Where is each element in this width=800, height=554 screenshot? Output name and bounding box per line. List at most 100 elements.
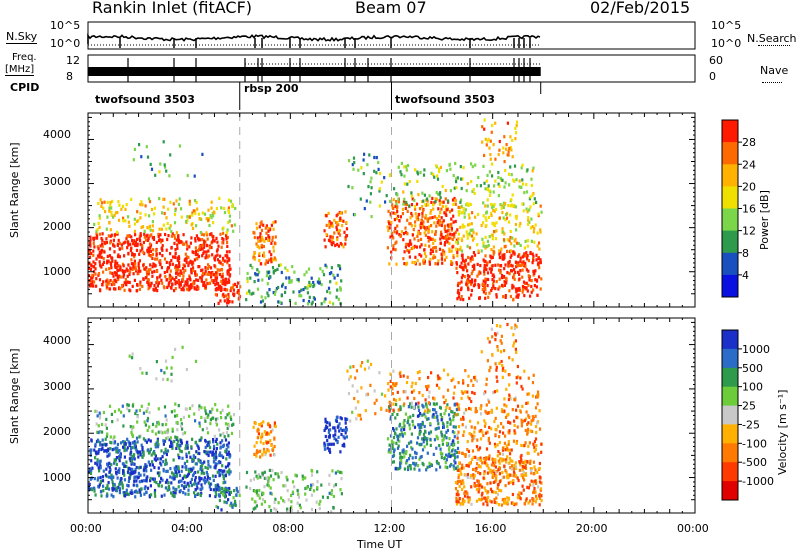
power-echo-cell: [409, 216, 412, 220]
velocity-echo-cell: [512, 439, 516, 443]
power-echo-cell: [100, 236, 103, 241]
velocity-echo-cell: [527, 486, 530, 490]
velocity-echo-cell: [111, 448, 114, 452]
power-echo-cell: [131, 267, 134, 271]
velocity-echo-cell: [445, 430, 448, 434]
velocity-echo-cell: [137, 475, 140, 479]
velocity-echo-cell: [272, 478, 275, 482]
power-echo-cell: [252, 291, 255, 295]
velocity-echo-cell: [450, 378, 453, 383]
power-echo-cell: [223, 206, 226, 210]
power-echo-cell: [340, 211, 343, 215]
velocity-echo-cell: [191, 459, 194, 463]
velocity-echo-cell: [508, 373, 511, 377]
power-echo-cell: [127, 263, 130, 267]
power-echo-cell: [106, 278, 109, 282]
power-echo-cell: [320, 283, 323, 287]
velocity-echo-cell: [269, 508, 273, 513]
power-echo-cell: [344, 242, 347, 246]
velocity-echo-cell: [219, 441, 222, 445]
velocity-echo-cell: [406, 467, 410, 472]
power-echo-cell: [184, 281, 187, 285]
velocity-echo-cell: [296, 501, 299, 505]
power-echo-cell: [152, 248, 155, 252]
power-echo-cell: [531, 252, 534, 256]
velocity-echo-cell: [139, 473, 142, 477]
velocity-echo-cell: [101, 479, 105, 483]
power-echo-cell: [191, 266, 195, 270]
velocity-echo-cell: [122, 490, 125, 495]
velocity-echo-cell: [391, 454, 394, 458]
velocity-echo-cell: [523, 418, 526, 423]
velocity-echo-cell: [418, 430, 421, 434]
velocity-echo-cell: [222, 444, 225, 449]
power-echo-cell: [450, 217, 453, 221]
velocity-echo-cell: [400, 458, 403, 462]
velocity-echo-cell: [197, 447, 200, 451]
power-echo-cell: [530, 279, 533, 283]
velocity-echo-cell: [401, 426, 404, 430]
power-echo-cell: [507, 261, 510, 265]
power-echo-cell: [151, 252, 154, 256]
velocity-echo-cell: [446, 424, 449, 428]
velocity-echo-cell: [488, 499, 492, 503]
velocity-echo-cell: [310, 507, 314, 511]
power-echo-cell: [492, 208, 495, 213]
velocity-echo-cell: [151, 460, 154, 464]
velocity-echo-cell: [526, 422, 529, 427]
power-echo-cell: [486, 261, 489, 265]
velocity-echo-cell: [521, 460, 524, 465]
velocity-echo-cell: [439, 465, 442, 469]
power-echo-cell: [214, 271, 217, 275]
velocity-echo-cell: [145, 440, 148, 444]
power-echo-cell: [455, 180, 458, 184]
velocity-echo-cell: [224, 474, 227, 478]
velocity-echo-cell: [197, 451, 200, 455]
velocity-echo-cell: [351, 384, 354, 388]
velocity-echo-cell: [203, 417, 206, 421]
power-echo-cell: [205, 217, 208, 221]
velocity-echo-cell: [140, 487, 143, 491]
power-echo-cell: [109, 200, 112, 205]
power-echo-cell: [422, 225, 425, 229]
velocity-echo-cell: [472, 473, 475, 477]
power-echo-cell: [465, 202, 469, 206]
power-echo-cell: [490, 202, 493, 207]
velocity-echo-cell: [485, 403, 488, 407]
power-echo-cell: [491, 277, 494, 282]
velocity-echo-cell: [495, 501, 498, 505]
velocity-echo-cell: [443, 457, 446, 461]
power-echo-cell: [310, 276, 313, 280]
power-echo-cell: [369, 200, 372, 204]
power-echo-cell: [308, 295, 311, 299]
power-echo-cell: [232, 288, 235, 292]
velocity-echo-cell: [153, 491, 156, 495]
velocity-echo-cell: [146, 419, 149, 423]
power-echo-cell: [203, 233, 206, 237]
velocity-echo-cell: [268, 476, 271, 480]
power-echo-cell: [334, 243, 337, 248]
power-echo-cell: [327, 211, 330, 215]
velocity-echo-cell: [127, 484, 130, 488]
power-echo-cell: [532, 166, 535, 170]
velocity-echo-cell: [452, 467, 456, 471]
power-echo-cell: [451, 233, 454, 237]
power-echo-cell: [92, 284, 95, 288]
velocity-echo-cell: [463, 494, 467, 498]
power-echo-cell: [395, 206, 399, 210]
velocity-echo-cell: [336, 440, 339, 445]
velocity-echo-cell: [538, 466, 541, 471]
velocity-echo-cell: [424, 402, 428, 406]
velocity-echo-cell: [291, 490, 294, 494]
velocity-echo-cell: [534, 447, 537, 452]
power-echo-cell: [132, 264, 135, 269]
power-echo-cell: [156, 279, 159, 283]
velocity-echo-cell: [171, 446, 174, 450]
power-echo-cell: [467, 288, 470, 292]
velocity-echo-cell: [359, 364, 362, 368]
velocity-echo-cell: [280, 471, 283, 475]
power-echo-cell: [466, 269, 469, 273]
power-echo-cell: [224, 294, 227, 298]
power-echo-cell: [105, 279, 108, 283]
velocity-echo-cell: [446, 465, 449, 470]
